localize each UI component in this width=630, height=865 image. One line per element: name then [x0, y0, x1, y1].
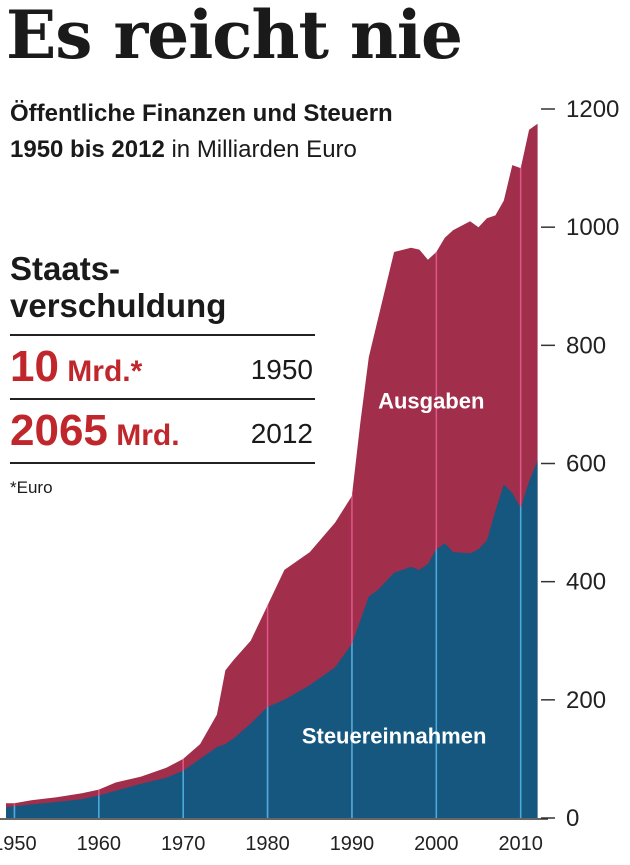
y-tick-label: 400: [566, 569, 606, 596]
y-tick-label: 200: [566, 687, 606, 714]
debt-row-1950: 10 Mrd.* 1950: [10, 334, 315, 398]
x-tick-label: 1950: [0, 833, 37, 855]
y-tick-label: 1000: [566, 214, 619, 241]
y-tick-label: 800: [566, 332, 606, 359]
series-label-steuereinnahmen: Steuereinnahmen: [302, 724, 487, 749]
debt-box: Staats- verschuldung 10 Mrd.* 1950 2065 …: [10, 250, 315, 498]
page-title: Es reicht nie: [6, 0, 463, 74]
subtitle-line-1: Öffentliche Finanzen und Steuern: [10, 100, 393, 127]
debt-heading-line-2: verschuldung: [10, 287, 227, 324]
x-tick-label: 2010: [498, 833, 543, 855]
y-tick-label: 600: [566, 451, 606, 478]
debt-number: 2065: [10, 406, 108, 455]
x-tick-label: 1980: [245, 833, 290, 855]
x-tick-label: 1960: [77, 833, 122, 855]
debt-heading-line-1: Staats-: [10, 250, 121, 287]
x-tick-label: 1990: [330, 833, 375, 855]
debt-value-1950: 10 Mrd.*: [10, 342, 142, 392]
y-tick-label: 1200: [566, 96, 619, 123]
debt-year: 2012: [250, 418, 313, 449]
y-tick-label: 0: [566, 805, 579, 832]
debt-year: 1950: [250, 354, 313, 385]
subtitle-unit: in Milliarden Euro: [164, 136, 357, 163]
debt-number: 10: [10, 342, 59, 391]
subtitle-line-2: 1950 bis 2012 in Milliarden Euro: [10, 136, 357, 164]
debt-heading: Staats- verschuldung: [10, 250, 315, 324]
debt-value-2012: 2065 Mrd.: [10, 406, 180, 456]
debt-row-2012: 2065 Mrd. 2012: [10, 398, 315, 462]
series-area-steuereinnahmen: [6, 460, 538, 818]
subtitle-years: 1950 bis 2012: [10, 136, 165, 163]
x-tick-label: 2000: [414, 833, 459, 855]
footnote: *Euro: [10, 462, 315, 498]
debt-unit: Mrd.: [107, 419, 180, 452]
x-tick-label: 1970: [161, 833, 206, 855]
debt-unit: Mrd.*: [58, 355, 143, 388]
series-label-ausgaben: Ausgaben: [378, 389, 484, 414]
